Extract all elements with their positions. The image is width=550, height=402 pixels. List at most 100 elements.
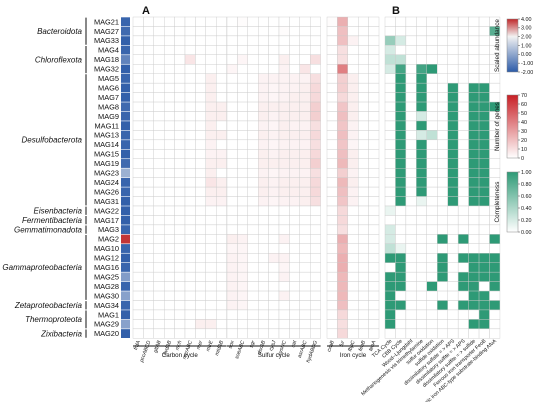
legends: 4.00 3.00 2.00 1.00 0.00 -1.00 -2.00 Scaled abu… [494, 17, 533, 236]
pathway-cell [457, 196, 469, 207]
pathway-cell [489, 82, 501, 93]
gene-cell [143, 309, 154, 320]
gene-cell [215, 120, 227, 131]
pathway-cell [468, 205, 480, 216]
gene-cell [368, 45, 380, 55]
gene-cell [347, 177, 359, 188]
pathway-cell [447, 309, 459, 320]
gene-cell [153, 35, 165, 46]
gene-cell [358, 120, 369, 131]
gene-cell [237, 120, 248, 131]
gene-cell [310, 167, 321, 178]
pathway-cell [395, 328, 407, 339]
gene-label: sox [227, 340, 236, 350]
pathway-cell [437, 54, 448, 65]
pathway-cell [468, 186, 480, 197]
gene-cell [358, 186, 369, 197]
gene-cell [337, 35, 348, 46]
gene-cell [184, 92, 196, 103]
gene-cell [184, 45, 196, 55]
pathway-cell [478, 271, 490, 282]
gene-cell [143, 328, 154, 339]
taxon-label: Fermentibacteria [22, 216, 83, 225]
gene-cell [184, 243, 196, 254]
completeness-legend-bar [506, 171, 519, 233]
gene-cell [132, 177, 144, 188]
gene-cell [289, 120, 300, 131]
abundance-cell [121, 206, 130, 216]
pathway-cell [384, 16, 396, 27]
gene-cell [289, 158, 300, 169]
abundance-cell [121, 159, 130, 168]
pathway-cell [405, 82, 417, 93]
pathway-cell [478, 215, 490, 226]
gene-cell [347, 16, 359, 27]
gene-cell [278, 186, 290, 197]
pathway-cell [384, 328, 396, 339]
pathway-cell [489, 319, 501, 330]
abundance-cell [121, 140, 130, 149]
pathway-cell [426, 54, 438, 65]
abundance-legend-tick-label: -1.00 [521, 61, 533, 67]
gene-cell [215, 45, 227, 55]
abundance-cell [121, 300, 130, 310]
gene-cell [184, 300, 196, 311]
gene-cell [289, 262, 300, 273]
gene-cell [337, 64, 348, 74]
gene-cell [195, 234, 206, 245]
pathway-cell [437, 167, 448, 178]
gene-cell [326, 139, 338, 150]
gene-cell [358, 309, 369, 320]
pathway-cell [416, 290, 428, 301]
gene-cell [358, 149, 369, 159]
gene-cell [289, 271, 300, 282]
gene-cell [310, 64, 321, 74]
gene-cell [205, 73, 217, 84]
gene-cell [310, 328, 321, 339]
gene-cell [326, 177, 338, 188]
pathway-cell [478, 177, 490, 188]
pathway-cell [437, 215, 448, 226]
pathway-cell [395, 35, 407, 46]
gene-cell [215, 139, 227, 150]
gene-cell [368, 224, 380, 235]
gene-cell [215, 290, 227, 301]
pathway-cell [468, 82, 480, 93]
gene-cell [174, 309, 186, 320]
pathway-cell [405, 139, 417, 150]
pathway-cell [384, 177, 396, 188]
pathway-cell [457, 167, 469, 178]
pathway-cell [478, 111, 490, 122]
gene-cell [358, 101, 369, 112]
gene-cell [174, 149, 186, 159]
pathway-cell [437, 300, 448, 311]
gene-cell [289, 111, 300, 122]
gene-cell [299, 262, 311, 273]
pathway-cell [457, 205, 469, 216]
gene-cell [205, 26, 217, 37]
gene-label: dsrAB [257, 339, 268, 355]
gene-cell [132, 262, 144, 273]
gene-cell [215, 64, 227, 74]
pathway-cell [437, 35, 448, 46]
gene-cell [326, 186, 338, 197]
pathway-cell [468, 309, 480, 320]
pathway-cell [416, 271, 428, 282]
gene-cell [132, 319, 144, 330]
pathway-cell [468, 281, 480, 292]
gene-cell [258, 139, 269, 150]
gene-cell [143, 16, 154, 27]
gene-cell [237, 309, 248, 320]
gene-cell [326, 101, 338, 112]
gene-cell [143, 26, 154, 37]
pathway-cell [437, 73, 448, 84]
gene-cell [258, 158, 269, 169]
gene-cell [174, 64, 186, 74]
gene-cell [289, 328, 300, 339]
gene-cell [299, 64, 311, 74]
pathway-cell [416, 130, 428, 141]
gene-cell [132, 111, 144, 122]
gene-cell [163, 26, 175, 37]
abundance-cell [121, 111, 130, 121]
gene-cell [337, 101, 348, 112]
